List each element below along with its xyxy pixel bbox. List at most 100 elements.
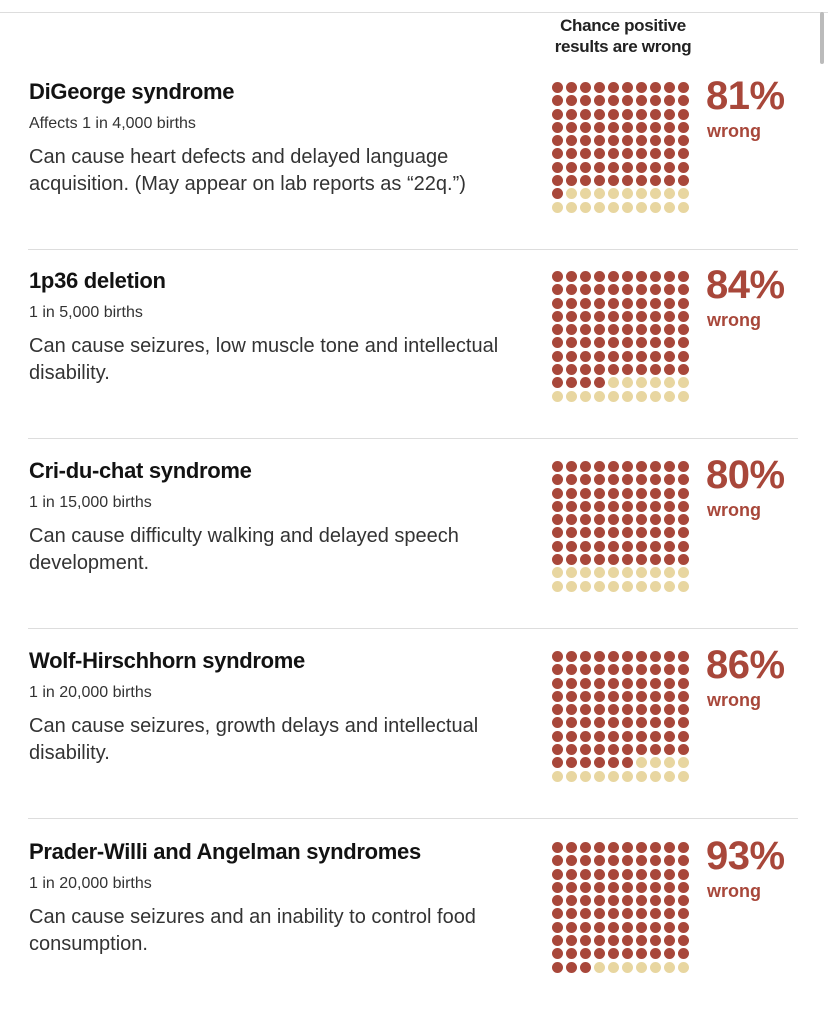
dot-wrong: [608, 514, 619, 526]
dot-right: [650, 961, 661, 973]
dot-right: [678, 377, 689, 389]
dot-wrong: [566, 948, 577, 960]
dot-wrong: [580, 842, 591, 853]
syndrome-row: Prader-Willi and Angelman syndromes 1 in …: [0, 820, 828, 1010]
dot-wrong: [664, 95, 675, 107]
dot-right: [608, 580, 619, 592]
dot-wrong: [552, 948, 563, 960]
dot-wrong: [566, 271, 577, 282]
dot-wrong: [650, 337, 661, 349]
dot-wrong: [650, 350, 661, 362]
dot-wrong: [580, 297, 591, 309]
dot-wrong: [552, 271, 563, 282]
dot-wrong: [594, 148, 605, 160]
prevalence: Affects 1 in 4,000 births: [29, 115, 196, 132]
dot-wrong: [608, 148, 619, 160]
dot-right: [594, 961, 605, 973]
dot-wrong: [678, 95, 689, 107]
dot-wrong: [664, 908, 675, 920]
dot-right: [664, 201, 675, 213]
dot-wrong: [580, 540, 591, 552]
dot-wrong: [580, 474, 591, 486]
dot-wrong: [580, 175, 591, 187]
dot-wrong: [608, 868, 619, 880]
wrong-label: wrong: [707, 690, 761, 710]
syndrome-name: Prader-Willi and Angelman syndromes: [29, 839, 421, 864]
prevalence: 1 in 20,000 births: [29, 875, 152, 892]
dot-wrong: [608, 82, 619, 93]
dot-wrong: [566, 757, 577, 769]
dot-wrong: [552, 855, 563, 867]
dot-wrong: [580, 461, 591, 472]
dot-wrong: [580, 148, 591, 160]
dot-wrong: [566, 297, 577, 309]
dot-wrong: [664, 855, 675, 867]
dot-wrong: [608, 297, 619, 309]
dot-wrong: [664, 175, 675, 187]
dot-wrong: [580, 651, 591, 662]
dot-wrong: [566, 842, 577, 853]
dot-wrong: [664, 514, 675, 526]
dot-wrong: [678, 948, 689, 960]
dot-right: [678, 201, 689, 213]
dot-wrong: [636, 935, 647, 947]
description: Can cause heart defects and delayed lang…: [29, 146, 466, 195]
dot-wrong: [636, 881, 647, 893]
dot-wrong: [552, 961, 563, 973]
dot-wrong: [636, 121, 647, 133]
dot-wrong: [664, 108, 675, 120]
syndrome-row: Cri-du-chat syndrome 1 in 15,000 births Ca…: [0, 439, 828, 629]
dot-wrong: [608, 895, 619, 907]
dot-wrong: [650, 855, 661, 867]
dot-wrong: [552, 664, 563, 676]
dot-wrong: [650, 935, 661, 947]
dot-wrong: [636, 271, 647, 282]
dot-wrong: [650, 908, 661, 920]
dot-wrong: [580, 284, 591, 296]
dot-wrong: [622, 895, 633, 907]
dot-wrong: [636, 337, 647, 349]
dot-wrong: [566, 474, 577, 486]
dot-wrong: [608, 95, 619, 107]
dot-wrong: [636, 704, 647, 716]
dot-wrong: [664, 935, 675, 947]
dot-right: [566, 201, 577, 213]
dot-wrong: [566, 337, 577, 349]
dot-wrong: [552, 310, 563, 322]
dot-wrong: [594, 868, 605, 880]
dot-wrong: [664, 135, 675, 147]
dot-wrong: [594, 514, 605, 526]
dot-wrong: [580, 895, 591, 907]
dot-wrong: [622, 474, 633, 486]
dot-wrong: [608, 474, 619, 486]
dot-wrong: [608, 271, 619, 282]
dot-wrong: [650, 651, 661, 662]
dot-wrong: [566, 148, 577, 160]
dot-wrong: [636, 324, 647, 336]
dot-wrong: [580, 161, 591, 173]
dot-wrong: [622, 540, 633, 552]
dot-wrong: [566, 908, 577, 920]
dot-right: [594, 770, 605, 782]
dot-right: [580, 770, 591, 782]
dot-wrong: [622, 135, 633, 147]
dot-wrong: [608, 487, 619, 499]
dot-wrong: [622, 730, 633, 742]
dot-wrong: [566, 651, 577, 662]
dot-wrong: [552, 82, 563, 93]
dot-wrong: [650, 514, 661, 526]
dot-wrong: [566, 350, 577, 362]
dot-wrong: [580, 527, 591, 539]
dot-wrong: [580, 324, 591, 336]
dot-wrong: [566, 364, 577, 376]
dot-wrong: [566, 324, 577, 336]
dot-wrong: [566, 554, 577, 566]
dot-wrong: [650, 730, 661, 742]
dot-wrong: [636, 297, 647, 309]
percent-label: 80%: [706, 453, 785, 497]
syndrome-name: DiGeorge syndrome: [29, 79, 235, 104]
dot-wrong: [594, 175, 605, 187]
scrollbar[interactable]: [820, 12, 824, 64]
dot-wrong: [608, 161, 619, 173]
dot-wrong: [594, 297, 605, 309]
